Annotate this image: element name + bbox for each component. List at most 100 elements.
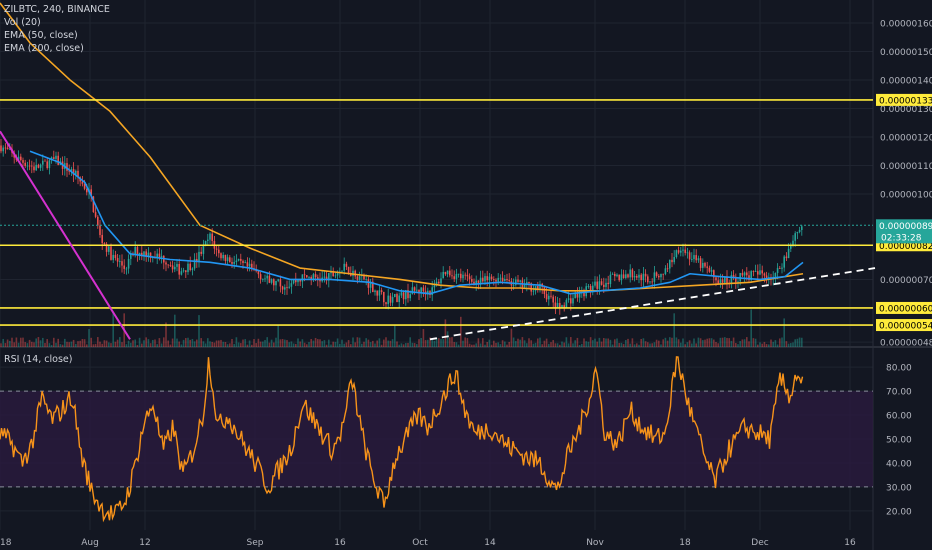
volume-bar xyxy=(677,339,680,347)
candle-body xyxy=(264,278,266,280)
volume-bar xyxy=(776,344,779,347)
volume-bar xyxy=(493,340,495,347)
volume-bar xyxy=(759,342,761,347)
volume-bar xyxy=(611,344,614,347)
volume-bar xyxy=(233,344,235,347)
volume-bar xyxy=(301,339,304,347)
candle-body xyxy=(277,279,279,281)
level-badge-label: 0.00000060 xyxy=(879,304,932,314)
volume-bar xyxy=(204,343,207,347)
candle-body xyxy=(611,273,614,275)
candle-body xyxy=(746,272,748,276)
volume-bar xyxy=(748,341,750,347)
candle-body xyxy=(552,296,554,303)
volume-bar xyxy=(699,338,702,347)
volume-bar xyxy=(603,338,605,347)
candle-body xyxy=(123,265,125,269)
volume-bar xyxy=(220,339,222,347)
candle-body xyxy=(631,269,634,278)
symbol-legend[interactable]: ZILBTC, 240, BINANCE xyxy=(4,4,110,15)
volume-bar xyxy=(134,339,136,347)
ema-lines xyxy=(0,2,804,295)
candle-body xyxy=(559,302,561,309)
volume-bar xyxy=(398,344,400,347)
volume-bar xyxy=(255,343,257,347)
volume-bar xyxy=(787,343,790,347)
volume-bar xyxy=(244,339,246,347)
volume-bar xyxy=(563,342,565,347)
ema50-legend[interactable]: EMA (50, close) xyxy=(4,30,78,41)
candle-body xyxy=(565,299,568,309)
volume-bar xyxy=(541,344,543,347)
candle-body xyxy=(240,258,242,261)
volume-bar xyxy=(121,342,123,347)
candle-body xyxy=(299,279,301,282)
volume-bar xyxy=(378,338,381,347)
candle-body xyxy=(658,275,660,278)
candle-body xyxy=(748,275,750,280)
volume-bar xyxy=(273,342,275,347)
volume-bar xyxy=(719,337,722,347)
candle-body xyxy=(158,253,161,258)
rsi-legend[interactable]: RSI (14, close) xyxy=(4,354,73,365)
candle-body xyxy=(479,277,482,283)
volume-bar xyxy=(328,339,330,347)
volume-bar xyxy=(4,343,7,347)
volume-bar xyxy=(537,338,539,347)
time-tick-label: 12 xyxy=(139,538,150,548)
volume-bar xyxy=(163,337,165,347)
candle-body xyxy=(57,155,59,165)
candle-body xyxy=(427,290,429,295)
candle-body xyxy=(2,147,4,152)
price-axis[interactable]: 0.00000160 0.00000150 0.00000140 0.00000130… xyxy=(876,19,932,517)
candle-body xyxy=(343,263,345,271)
ema200-legend[interactable]: EMA (200, close) xyxy=(4,43,84,54)
candle-body xyxy=(411,287,414,295)
candle-body xyxy=(99,225,101,235)
volume-bar xyxy=(68,342,70,347)
candle-body xyxy=(655,272,658,276)
candle-body xyxy=(438,281,440,284)
volume-bar xyxy=(149,343,152,347)
candle-body xyxy=(231,261,233,264)
candle-body xyxy=(116,258,119,262)
candle-body xyxy=(739,272,741,282)
volume-bar xyxy=(57,338,59,347)
volume-bar xyxy=(704,339,706,347)
candle-body xyxy=(671,259,673,263)
horizontal-levels[interactable] xyxy=(0,99,873,326)
volume-bar xyxy=(585,341,587,347)
candle-body xyxy=(306,275,308,278)
candle-body xyxy=(53,157,55,159)
candle-body xyxy=(431,287,433,295)
candle-body xyxy=(691,259,693,260)
volume-legend[interactable]: Vol (20) xyxy=(4,17,41,28)
candle-body xyxy=(26,165,29,167)
volume-bar xyxy=(288,342,290,347)
volume-bar xyxy=(457,344,460,347)
candle-body xyxy=(594,281,596,286)
level-badge xyxy=(876,301,932,314)
volume-bar xyxy=(763,341,766,347)
volume-bars xyxy=(0,309,803,347)
volume-bar xyxy=(728,338,730,347)
volume-bar xyxy=(647,342,649,347)
volume-bar xyxy=(193,341,196,347)
candle-body xyxy=(180,271,183,275)
price-tick-label: 0.00000120 xyxy=(880,133,932,143)
candle-body xyxy=(303,274,306,276)
volume-bar xyxy=(409,337,411,347)
trend-lines[interactable] xyxy=(0,130,876,341)
volume-bar xyxy=(468,343,471,347)
candle-body xyxy=(750,271,752,280)
volume-bar xyxy=(86,344,88,347)
rsi-band-fill xyxy=(0,391,873,487)
candle-body xyxy=(391,297,394,303)
volume-bar xyxy=(218,340,220,347)
candle-body xyxy=(273,279,275,286)
candle-body xyxy=(220,253,222,259)
candle-body xyxy=(145,251,147,257)
time-axis[interactable]: 18 Aug 12 Sep 16 Oct 14 Nov 18 Dec 16 xyxy=(0,538,856,548)
volume-bar xyxy=(92,344,95,347)
